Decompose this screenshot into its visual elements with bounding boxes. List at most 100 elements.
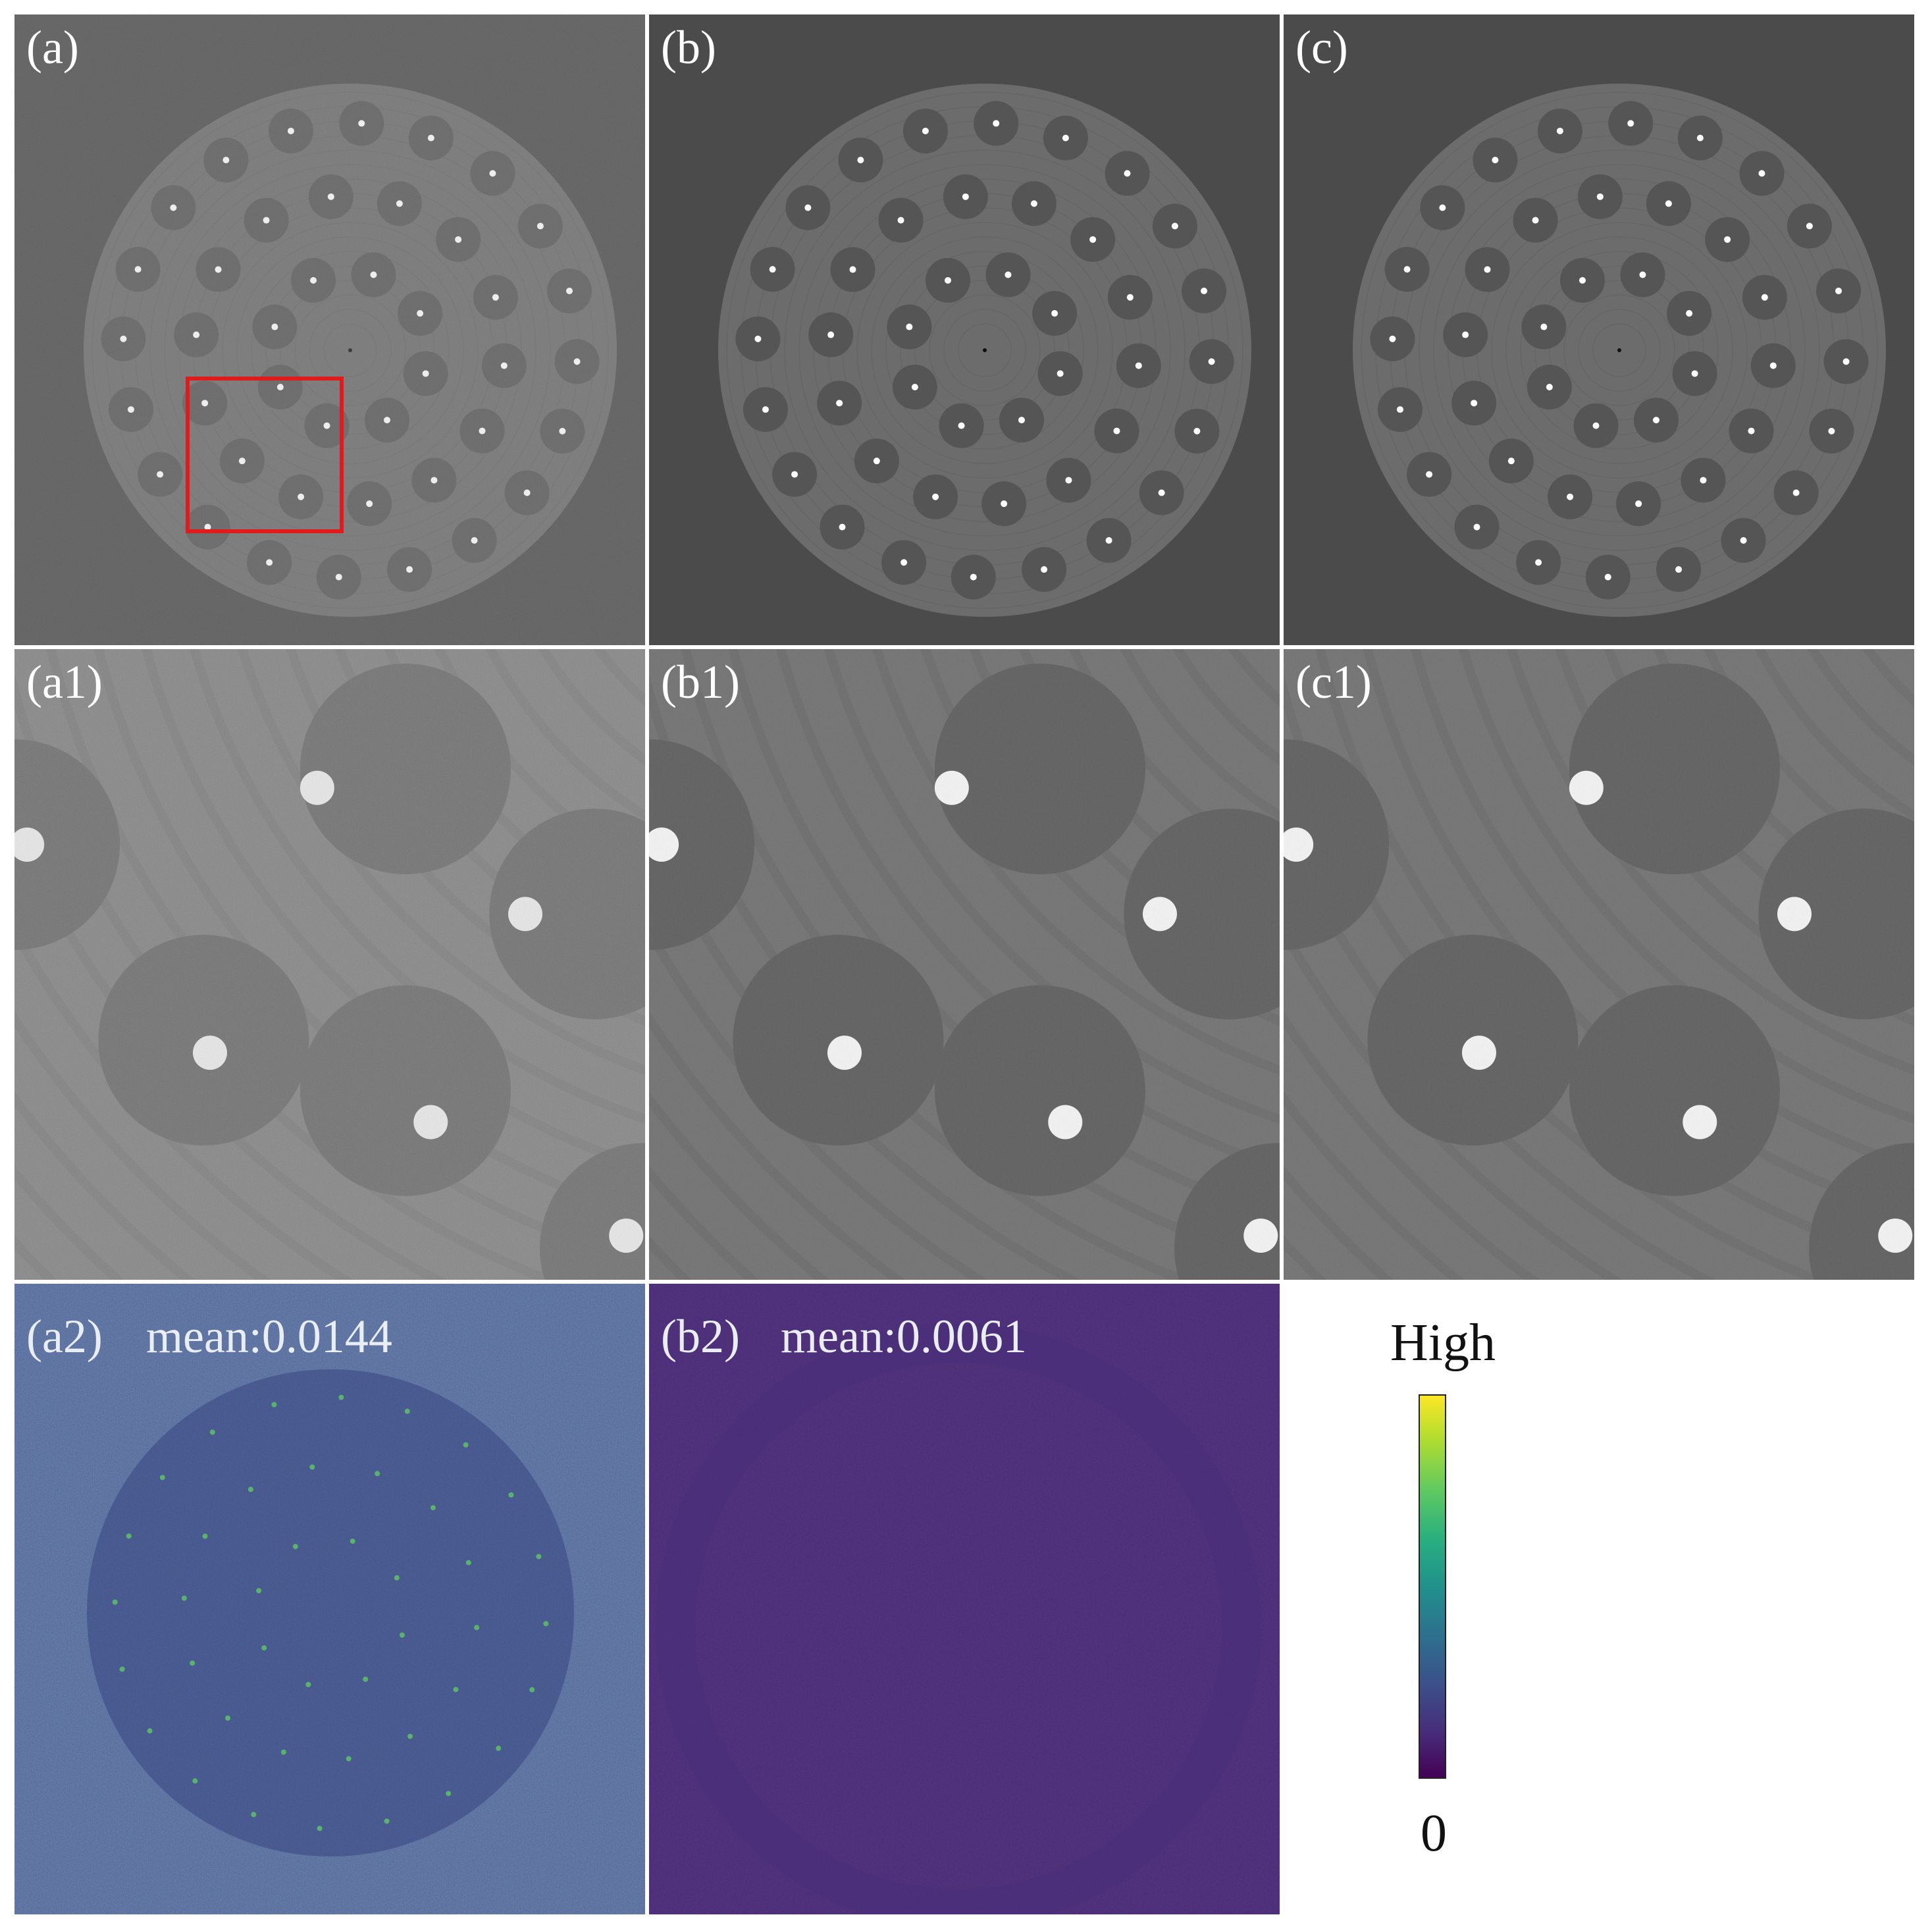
bright-dot (1758, 170, 1765, 177)
bright-dot (1389, 335, 1396, 342)
bright-dot (1835, 287, 1842, 294)
bright-dot (1828, 427, 1835, 434)
panel-label-b2: (b2) (661, 1310, 740, 1363)
panel-a1: (a1) (14, 649, 645, 1280)
bright-dot (1473, 523, 1480, 531)
bright-dot (1030, 200, 1037, 207)
ring-artifact (1433, 164, 1806, 537)
bright-dot (1051, 310, 1058, 317)
bright-dot (1665, 200, 1672, 207)
bright-dot (1062, 134, 1069, 142)
bright-dot (1579, 276, 1586, 284)
error-spot (543, 1621, 549, 1627)
ring-artifact (871, 236, 1099, 464)
error-spot (446, 1791, 452, 1797)
panel-b: (b) (649, 14, 1280, 645)
bright-dot (1532, 217, 1539, 224)
bright-dot (1471, 400, 1478, 407)
ring-artifact (900, 265, 1070, 435)
ring-artifact (1505, 236, 1733, 464)
bright-dot (1635, 500, 1642, 508)
bright-dot (962, 193, 969, 200)
panel-b2: (b2) mean:0.0061 (649, 1284, 1280, 1914)
error-spot (465, 1560, 471, 1565)
error-spot (338, 1394, 344, 1400)
bright-dot (958, 422, 965, 429)
ring-artifact (958, 323, 1012, 377)
panel-c: (c) (1284, 14, 1914, 645)
bright-dot (769, 266, 776, 273)
error-map-b2 (649, 1284, 1280, 1914)
bright-dot (1639, 271, 1646, 278)
ring-artifact (726, 92, 1243, 609)
bright-dot (922, 127, 929, 134)
bright-dot (1652, 417, 1659, 424)
error-spot (430, 1505, 436, 1511)
bright-dot (1740, 537, 1747, 544)
error-spot (159, 1475, 165, 1481)
panel-a2: (a2) mean:0.0144 (14, 1284, 645, 1914)
error-map-a2 (14, 1284, 645, 1914)
error-spot (508, 1492, 514, 1498)
ring-artifact (856, 222, 1113, 479)
bright-dot (791, 471, 798, 478)
bright-dot (1065, 477, 1072, 484)
error-spot (126, 1533, 132, 1539)
mean-error-b2: mean:0.0061 (781, 1310, 1027, 1363)
bright-dot (1592, 422, 1600, 429)
error-spot (147, 1728, 153, 1734)
ring-artifact (1491, 222, 1748, 479)
error-spot (292, 1544, 298, 1550)
bright-dot (1403, 266, 1411, 273)
bright-dot (1596, 193, 1604, 200)
panel-label-a: (a) (26, 21, 79, 74)
error-spot (251, 1812, 257, 1818)
bright-dot (1124, 170, 1131, 177)
bright-dot (993, 120, 1000, 127)
bright-dot (1041, 566, 1048, 573)
error-spot (529, 1687, 535, 1693)
bright-dot (1105, 537, 1112, 544)
bright-dot (1604, 573, 1611, 581)
error-spot (399, 1632, 405, 1638)
bright-dot (1208, 358, 1215, 365)
bright-dot (1439, 204, 1446, 211)
panel-c1: (c1) (1284, 649, 1914, 1280)
error-spot (404, 1408, 410, 1414)
ring-artifact (1534, 265, 1704, 435)
bright-dot (911, 383, 918, 390)
bright-dot (1126, 294, 1134, 301)
bright-dot (1201, 287, 1208, 294)
noise-overlay (1284, 649, 1914, 1280)
bright-dot (762, 406, 769, 413)
ring-artifact (1592, 323, 1646, 377)
bright-dot (836, 400, 843, 407)
bright-dot (1691, 370, 1698, 377)
bright-dot (1462, 331, 1469, 338)
phantom-region (87, 1369, 574, 1856)
bright-dot (1057, 370, 1064, 377)
error-spot (248, 1486, 253, 1492)
bright-dot (1761, 294, 1768, 301)
error-spot (536, 1554, 542, 1560)
error-spot (474, 1625, 480, 1631)
bright-dot (1484, 266, 1491, 273)
bright-dot (1686, 310, 1693, 317)
bright-dot (1842, 358, 1850, 365)
error-spot (375, 1471, 380, 1477)
error-spot (463, 1442, 469, 1448)
bright-dot (1567, 493, 1574, 500)
bright-dot (1005, 271, 1012, 278)
ring-artifact (1361, 92, 1878, 609)
colorbar (1419, 1394, 1446, 1779)
error-spot (346, 1756, 352, 1762)
ring-artifact (1563, 294, 1675, 406)
error-spot (350, 1538, 355, 1544)
error-spot (317, 1826, 323, 1831)
panel-label-c: (c) (1295, 21, 1348, 74)
bright-dot (1158, 489, 1165, 496)
bright-dot (901, 559, 908, 566)
bright-dot (945, 276, 952, 284)
center-point (983, 348, 987, 352)
zoom-slice-a1 (14, 649, 645, 1280)
